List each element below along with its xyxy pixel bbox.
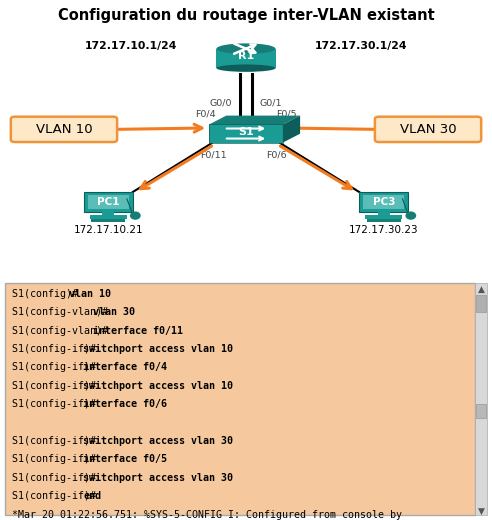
Text: switchport access vlan 30: switchport access vlan 30 <box>83 473 233 483</box>
Ellipse shape <box>405 212 416 220</box>
Text: F0/5: F0/5 <box>276 109 297 118</box>
Text: S1(config-if)#: S1(config-if)# <box>12 454 102 464</box>
Text: S1: S1 <box>238 127 254 137</box>
Bar <box>365 215 402 219</box>
Text: VLAN 10: VLAN 10 <box>35 123 92 136</box>
Ellipse shape <box>216 64 276 72</box>
Text: R1: R1 <box>238 50 254 61</box>
FancyBboxPatch shape <box>11 116 117 142</box>
Text: F0/6: F0/6 <box>266 151 286 160</box>
Text: vlan 10: vlan 10 <box>69 289 111 299</box>
Text: G0/0: G0/0 <box>210 98 232 107</box>
Text: switchport access vlan 10: switchport access vlan 10 <box>83 344 233 354</box>
Bar <box>91 219 125 222</box>
Text: PC3: PC3 <box>372 197 395 207</box>
Text: interface f0/11: interface f0/11 <box>92 326 183 336</box>
Text: *Mar 20 01:22:56.751: %SYS-5-CONFIG_I: Configured from console by: *Mar 20 01:22:56.751: %SYS-5-CONFIG_I: C… <box>12 509 402 520</box>
Bar <box>476 295 486 312</box>
Bar <box>476 404 486 419</box>
Bar <box>90 215 127 219</box>
Text: ▼: ▼ <box>478 507 484 516</box>
Text: S1(config-vlan)#: S1(config-vlan)# <box>12 307 114 317</box>
Text: S1(config-vlan)#: S1(config-vlan)# <box>12 326 114 336</box>
Text: F0/11: F0/11 <box>200 151 226 160</box>
Text: G0/1: G0/1 <box>260 98 282 107</box>
Text: 172.17.30.1/24: 172.17.30.1/24 <box>315 41 407 51</box>
Text: interface f0/5: interface f0/5 <box>83 454 167 464</box>
Text: vlan 30: vlan 30 <box>92 307 135 317</box>
Text: 172.17.10.1/24: 172.17.10.1/24 <box>85 41 177 51</box>
Ellipse shape <box>216 43 276 54</box>
Text: PC1: PC1 <box>97 197 120 207</box>
Text: interface f0/4: interface f0/4 <box>83 362 167 372</box>
FancyBboxPatch shape <box>375 116 481 142</box>
Bar <box>102 207 114 218</box>
Bar <box>209 124 283 142</box>
Bar <box>84 192 133 212</box>
Text: 172.17.10.21: 172.17.10.21 <box>73 225 143 235</box>
Text: S1(config-if)#: S1(config-if)# <box>12 399 102 409</box>
Bar <box>88 196 129 209</box>
Text: S1(config-if)#: S1(config-if)# <box>12 436 102 446</box>
Ellipse shape <box>130 212 141 220</box>
Text: S1(config-if)#: S1(config-if)# <box>12 491 102 501</box>
Bar <box>216 49 276 68</box>
Text: switchport access vlan 30: switchport access vlan 30 <box>83 436 233 446</box>
Text: S1(config-if)#: S1(config-if)# <box>12 381 102 391</box>
Polygon shape <box>209 115 300 124</box>
Text: Configuration du routage inter-VLAN existant: Configuration du routage inter-VLAN exis… <box>58 8 434 23</box>
Bar <box>363 196 404 209</box>
Bar <box>378 207 390 218</box>
Bar <box>209 124 283 142</box>
Polygon shape <box>283 115 300 142</box>
Text: S1(config-if)#: S1(config-if)# <box>12 362 102 372</box>
Bar <box>359 192 408 212</box>
Text: switchport access vlan 10: switchport access vlan 10 <box>83 381 233 391</box>
Text: S1(config-if)#: S1(config-if)# <box>12 473 102 483</box>
Text: ▲: ▲ <box>478 284 484 294</box>
Bar <box>475 283 487 515</box>
Text: S1(config-if)#: S1(config-if)# <box>12 344 102 354</box>
Text: 172.17.30.23: 172.17.30.23 <box>349 225 419 235</box>
Text: S1(config)#: S1(config)# <box>12 289 84 299</box>
Text: interface f0/6: interface f0/6 <box>83 399 167 409</box>
Text: end: end <box>83 491 101 501</box>
Text: F0/4: F0/4 <box>195 109 216 118</box>
Text: VLAN 30: VLAN 30 <box>400 123 457 136</box>
Bar <box>367 219 401 222</box>
